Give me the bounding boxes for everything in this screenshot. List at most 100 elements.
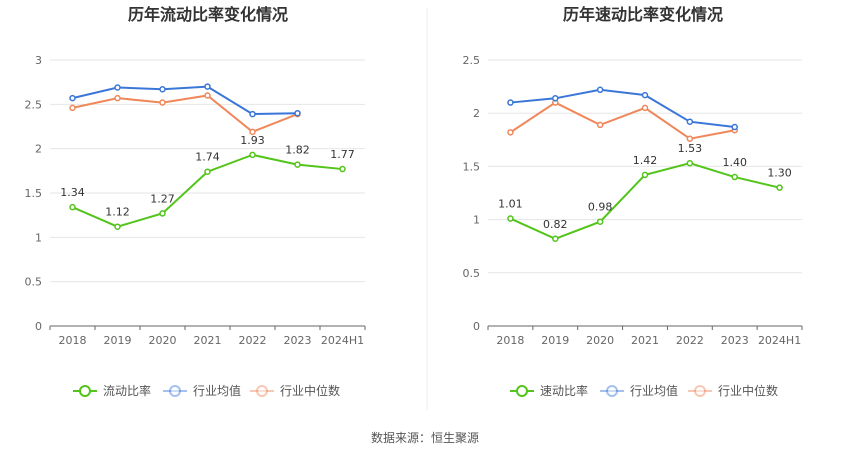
data-point — [159, 99, 166, 106]
data-source-label: 数据来源：恒生聚源 — [371, 430, 479, 445]
x-tick-label: 2024H1 — [758, 334, 801, 347]
legend-item: 行业中位数 — [688, 383, 778, 398]
data-point — [596, 86, 604, 94]
x-tick-label: 2020 — [149, 334, 177, 347]
data-label: 1.82 — [285, 144, 310, 157]
x-tick-label: 2021 — [194, 334, 222, 347]
x-tick-label: 2019 — [104, 334, 132, 347]
x-tick-label: 2018 — [496, 334, 524, 347]
legend-label: 行业均值 — [193, 383, 241, 398]
data-point — [686, 135, 694, 142]
data-point — [249, 128, 256, 136]
y-tick-label: 0.5 — [25, 276, 43, 289]
data-point — [641, 104, 649, 112]
data-point — [249, 110, 256, 118]
data-point — [731, 123, 738, 131]
data-point — [114, 223, 121, 230]
legend-label: 流动比率 — [103, 383, 151, 398]
y-tick-label: 2 — [473, 107, 480, 120]
data-label: 1.74 — [195, 151, 220, 164]
y-tick-label: 0.5 — [463, 267, 481, 280]
series-line-行业中位数 — [509, 101, 735, 140]
x-tick-label: 2023 — [721, 334, 749, 347]
data-point — [596, 121, 604, 129]
data-point — [339, 165, 346, 173]
data-point — [686, 159, 694, 167]
data-point — [596, 218, 604, 225]
data-point — [294, 109, 301, 117]
legend-marker — [256, 385, 268, 397]
legend-item: 流动比率 — [73, 383, 151, 398]
y-tick-label: 0 — [473, 320, 480, 333]
y-tick-label: 3 — [35, 54, 42, 67]
data-point — [294, 161, 301, 168]
data-point — [69, 203, 76, 211]
x-tick-label: 2022 — [239, 334, 267, 347]
chart-title: 历年流动比率变化情况 — [128, 5, 288, 24]
legend-label: 行业均值 — [630, 383, 678, 398]
y-tick-label: 0 — [35, 320, 42, 333]
x-tick-label: 2021 — [631, 334, 659, 347]
data-label: 1.01 — [498, 198, 523, 211]
data-point — [507, 129, 514, 136]
y-tick-label: 2 — [35, 143, 42, 156]
data-point — [69, 104, 76, 112]
data-point — [686, 118, 694, 125]
legend-item: 速动比率 — [510, 383, 588, 398]
legend-item: 行业中位数 — [250, 383, 340, 398]
series-line-行业中位数 — [72, 94, 298, 133]
data-point — [552, 235, 559, 243]
y-tick-label: 1 — [35, 231, 42, 244]
data-point — [159, 210, 166, 217]
data-label: 1.40 — [722, 156, 747, 169]
data-label: 1.27 — [150, 192, 175, 205]
data-point — [204, 83, 211, 90]
data-label: 1.53 — [678, 142, 703, 155]
legend-label: 速动比率 — [540, 383, 588, 398]
legend-marker — [169, 385, 181, 397]
data-point — [204, 168, 211, 175]
data-point — [114, 84, 121, 91]
y-tick-label: 1 — [473, 214, 480, 227]
x-tick-label: 2018 — [59, 334, 87, 347]
chart-title: 历年速动比率变化情况 — [563, 5, 723, 24]
x-tick-label: 2023 — [284, 334, 312, 347]
legend-marker — [516, 385, 528, 397]
data-label: 1.42 — [633, 154, 658, 167]
x-tick-label: 2024H1 — [321, 334, 364, 347]
legend-item: 行业均值 — [163, 383, 241, 398]
data-point — [552, 95, 559, 102]
x-tick-label: 2022 — [676, 334, 704, 347]
data-point — [204, 92, 211, 99]
data-label: 1.77 — [330, 148, 355, 161]
chart-panel-1: 历年流动比率变化情况 0 0.5 1 1.5 2 2.5 3 2018 2019 2020 2021 2… — [25, 5, 366, 398]
data-label: 1.12 — [105, 206, 130, 219]
legend-marker — [79, 385, 91, 397]
series-line-行业均值 — [72, 85, 298, 116]
x-tick-label: 2020 — [586, 334, 614, 347]
data-point — [641, 171, 649, 179]
series-line-行业均值 — [510, 88, 735, 129]
data-point — [731, 173, 738, 181]
y-tick-label: 2.5 — [463, 54, 481, 67]
legend-marker — [694, 385, 706, 397]
data-label: 0.82 — [543, 218, 568, 231]
data-label: 1.30 — [767, 167, 792, 180]
data-point — [776, 184, 783, 191]
x-tick-label: 2019 — [541, 334, 569, 347]
y-tick-label: 2.5 — [25, 98, 43, 111]
data-label: 1.34 — [60, 186, 85, 199]
legend-marker — [606, 385, 618, 397]
y-tick-label: 1.5 — [463, 160, 481, 173]
data-label: 0.98 — [588, 201, 613, 214]
data-point — [69, 94, 76, 102]
legend-label: 行业中位数 — [280, 383, 340, 398]
data-point — [159, 86, 166, 93]
legend-item: 行业均值 — [600, 383, 678, 398]
data-point — [641, 91, 649, 99]
data-point — [507, 215, 514, 222]
data-point — [114, 94, 121, 102]
legend-label: 行业中位数 — [718, 383, 778, 398]
data-point — [507, 99, 514, 106]
